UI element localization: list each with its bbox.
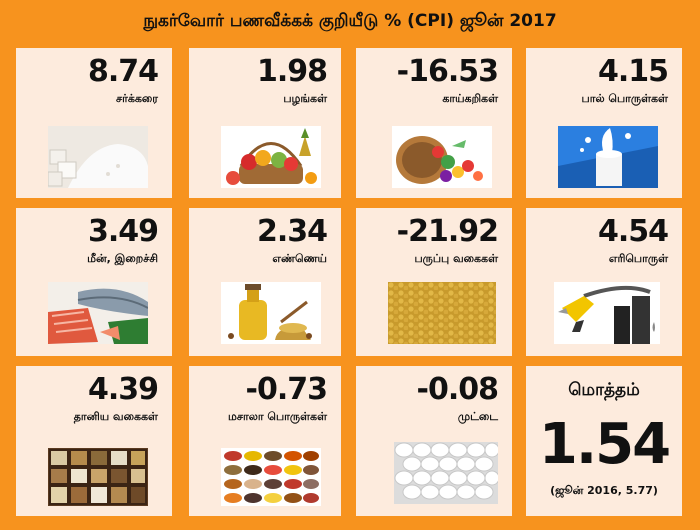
pulses-label: பருப்பு வகைகள் <box>414 252 498 265</box>
eggs-value: -0.08 <box>416 372 499 407</box>
vegetables-value: -16.53 <box>396 54 499 89</box>
eggs-image <box>394 442 498 504</box>
card-fruits: 1.98 பழங்கள் <box>189 48 341 198</box>
spices-value: -0.73 <box>245 372 328 407</box>
grains-image <box>48 448 148 506</box>
vegetables-label: காய்கறிகள் <box>442 92 498 105</box>
fish-meat-value: 3.49 <box>87 214 159 249</box>
fuel-value: 4.54 <box>597 214 669 249</box>
total-value: 1.54 <box>538 412 671 477</box>
grains-value: 4.39 <box>87 372 159 407</box>
title-bar: நுகர்வோர் பணவீக்கக் குறியீடு % (CPI) ஜூன… <box>0 0 700 44</box>
pulses-image <box>388 282 496 344</box>
grains-label: தானிய வகைகள் <box>73 410 158 423</box>
fruits-image <box>221 126 321 188</box>
fuel-label: எரிபொருள் <box>608 252 668 265</box>
card-eggs: -0.08 முட்டை <box>356 366 512 516</box>
sugar-value: 8.74 <box>87 54 159 89</box>
card-milk: 4.15 பால் பொருள்கள் <box>526 48 682 198</box>
oil-value: 2.34 <box>256 214 328 249</box>
pulses-value: -21.92 <box>396 214 499 249</box>
total-label: மொத்தம் <box>568 380 640 400</box>
card-fish-meat: 3.49 மீன், இறைச்சி <box>16 208 172 356</box>
spices-image <box>221 448 321 506</box>
milk-value: 4.15 <box>597 54 669 89</box>
milk-image <box>558 126 658 188</box>
sugar-label: சர்க்கரை <box>115 92 158 105</box>
card-pulses: -21.92 பருப்பு வகைகள் <box>356 208 512 356</box>
vegetables-image <box>392 126 492 188</box>
total-note: (ஜூன் 2016, 5.77) <box>550 484 658 497</box>
page-title: நுகர்வோர் பணவீக்கக் குறியீடு % (CPI) ஜூன… <box>143 11 557 31</box>
oil-label: எண்ணெய் <box>272 252 327 265</box>
card-oil: 2.34 எண்ணெய் <box>189 208 341 356</box>
milk-label: பால் பொருள்கள் <box>581 92 668 105</box>
card-spices: -0.73 மசாலா பொருள்கள் <box>189 366 341 516</box>
fruits-value: 1.98 <box>256 54 328 89</box>
oil-image <box>221 282 321 344</box>
fish-meat-label: மீன், இறைச்சி <box>87 252 158 265</box>
sugar-image <box>48 126 148 188</box>
fish-meat-image <box>48 282 148 344</box>
card-vegetables: -16.53 காய்கறிகள் <box>356 48 512 198</box>
spices-label: மசாலா பொருள்கள் <box>228 410 327 423</box>
card-sugar: 8.74 சர்க்கரை <box>16 48 172 198</box>
fuel-pump-image <box>554 282 660 344</box>
card-total: மொத்தம் 1.54 (ஜூன் 2016, 5.77) <box>526 366 682 516</box>
card-fuel: 4.54 எரிபொருள் <box>526 208 682 356</box>
fruits-label: பழங்கள் <box>283 92 327 105</box>
eggs-label: முட்டை <box>457 410 498 423</box>
card-grains: 4.39 தானிய வகைகள் <box>16 366 172 516</box>
